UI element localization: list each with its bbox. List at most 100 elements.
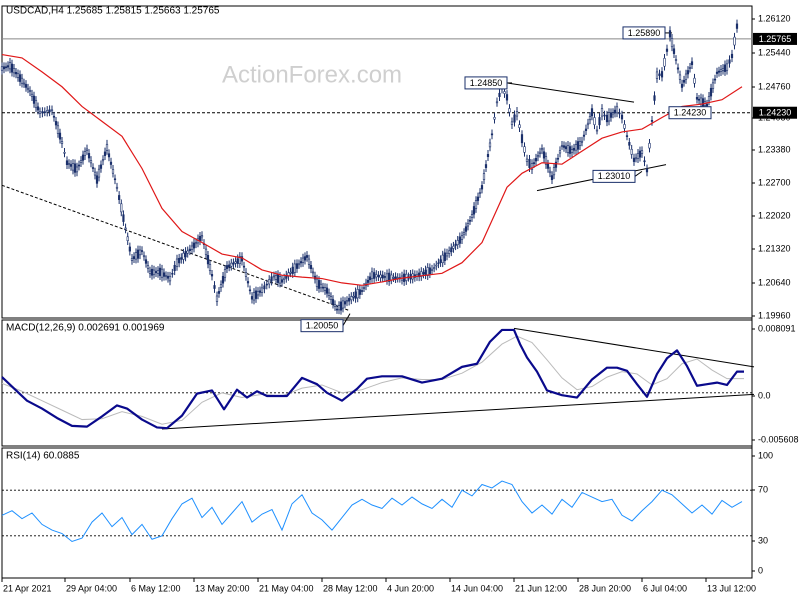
price-annotation-label: 1.23010 [598, 171, 631, 181]
candle-body [41, 111, 44, 114]
candle-body [278, 276, 282, 284]
candle-body [486, 154, 490, 158]
candle-body [335, 308, 339, 311]
candle-body [140, 250, 144, 252]
candle-body [574, 144, 578, 151]
candle-body [142, 255, 146, 258]
candle-body [588, 116, 592, 121]
candle-body [464, 226, 468, 232]
candle-body [636, 153, 640, 159]
price-annotation-box [592, 169, 636, 183]
candle-body [472, 206, 476, 215]
candle-body [443, 252, 446, 261]
candle-body [560, 144, 564, 147]
candle-body [132, 256, 136, 260]
candle-body [186, 250, 189, 254]
price-annotation-box [300, 319, 344, 333]
candle-body [223, 269, 227, 278]
candle-body [26, 87, 30, 90]
candle-body [441, 254, 444, 264]
price-annotation-box [668, 106, 712, 120]
candle-body [721, 68, 725, 71]
candle-body [105, 143, 109, 151]
price-annotation-label: 1.24850 [470, 78, 503, 88]
candle-body [426, 267, 429, 276]
candle-body [538, 151, 542, 154]
candle-body [18, 74, 22, 82]
candle-body [198, 236, 202, 242]
candle-body [580, 140, 584, 143]
candle-body [180, 257, 183, 260]
price-panel-frame [1, 5, 753, 319]
candle-body [260, 287, 264, 293]
time-tick-label: 21 Jun 12:00 [515, 583, 567, 593]
candle-body [370, 271, 374, 279]
candle-body [634, 157, 638, 160]
candle-body [713, 78, 717, 81]
candle-body [10, 63, 14, 73]
candle-body [345, 300, 349, 303]
rsi-tick-label: 0 [758, 565, 763, 575]
candle-body [607, 112, 611, 122]
candle-body [366, 279, 370, 283]
price-tick-label: 1.24760 [758, 81, 791, 91]
candle-body [660, 71, 664, 78]
candle-body [523, 146, 526, 153]
candle-body [97, 168, 101, 178]
candle-body [115, 186, 119, 189]
candle-body [103, 151, 107, 156]
candle-body [362, 287, 366, 289]
candle-body [420, 271, 423, 277]
candle-body [439, 259, 442, 263]
candle-body [175, 258, 179, 267]
candle-body [368, 276, 372, 281]
candle-body [81, 154, 85, 161]
candle-body [246, 281, 250, 284]
candle-body [58, 132, 62, 140]
candle-body [568, 146, 572, 154]
watermark: ActionForex.com [222, 61, 402, 88]
candle-body [309, 265, 313, 270]
candle-body [686, 70, 690, 75]
rsi-title: RSI(14) 60.0885 [6, 451, 80, 462]
time-tick-label: 21 Apr 2021 [3, 583, 52, 593]
candle-body [118, 195, 121, 200]
candle-body [192, 242, 196, 249]
candle-body [381, 274, 384, 279]
macd-title: MACD(12,26,9) 0.002691 0.001969 [6, 323, 165, 334]
candle-body [173, 264, 176, 272]
candle-body [711, 82, 715, 89]
candle-body [71, 163, 75, 171]
candle-body [680, 83, 684, 88]
candle-body [719, 69, 723, 72]
candle-body [534, 157, 538, 162]
candle-body [124, 227, 127, 230]
candle-body [377, 275, 380, 277]
candle-body [215, 295, 219, 302]
candle-body [303, 256, 307, 261]
candle-body [665, 48, 669, 52]
candle-body [171, 272, 174, 275]
candle-body [466, 223, 470, 227]
price-tick-label: 1.22020 [758, 210, 791, 220]
candle-body [65, 160, 69, 166]
candle-body [728, 59, 731, 64]
candle-body [518, 124, 521, 128]
candle-body [437, 262, 440, 265]
candle-body [152, 269, 156, 275]
candle-body [705, 103, 709, 107]
price-tick-label: 1.23380 [758, 144, 791, 154]
candle-body [95, 175, 99, 184]
rsi-tick-label: 70 [758, 484, 768, 494]
candle-body [162, 272, 166, 277]
candle-body [323, 287, 327, 291]
candle-body [701, 98, 705, 107]
candle-body [56, 125, 60, 134]
candle-body [638, 150, 642, 158]
candle-body [490, 133, 494, 136]
candle-body [350, 296, 353, 301]
price-tick-label: 1.26120 [758, 13, 791, 23]
candle-body [32, 95, 36, 104]
time-tick-label: 29 Apr 04:00 [66, 583, 117, 593]
candle-body [356, 289, 359, 299]
